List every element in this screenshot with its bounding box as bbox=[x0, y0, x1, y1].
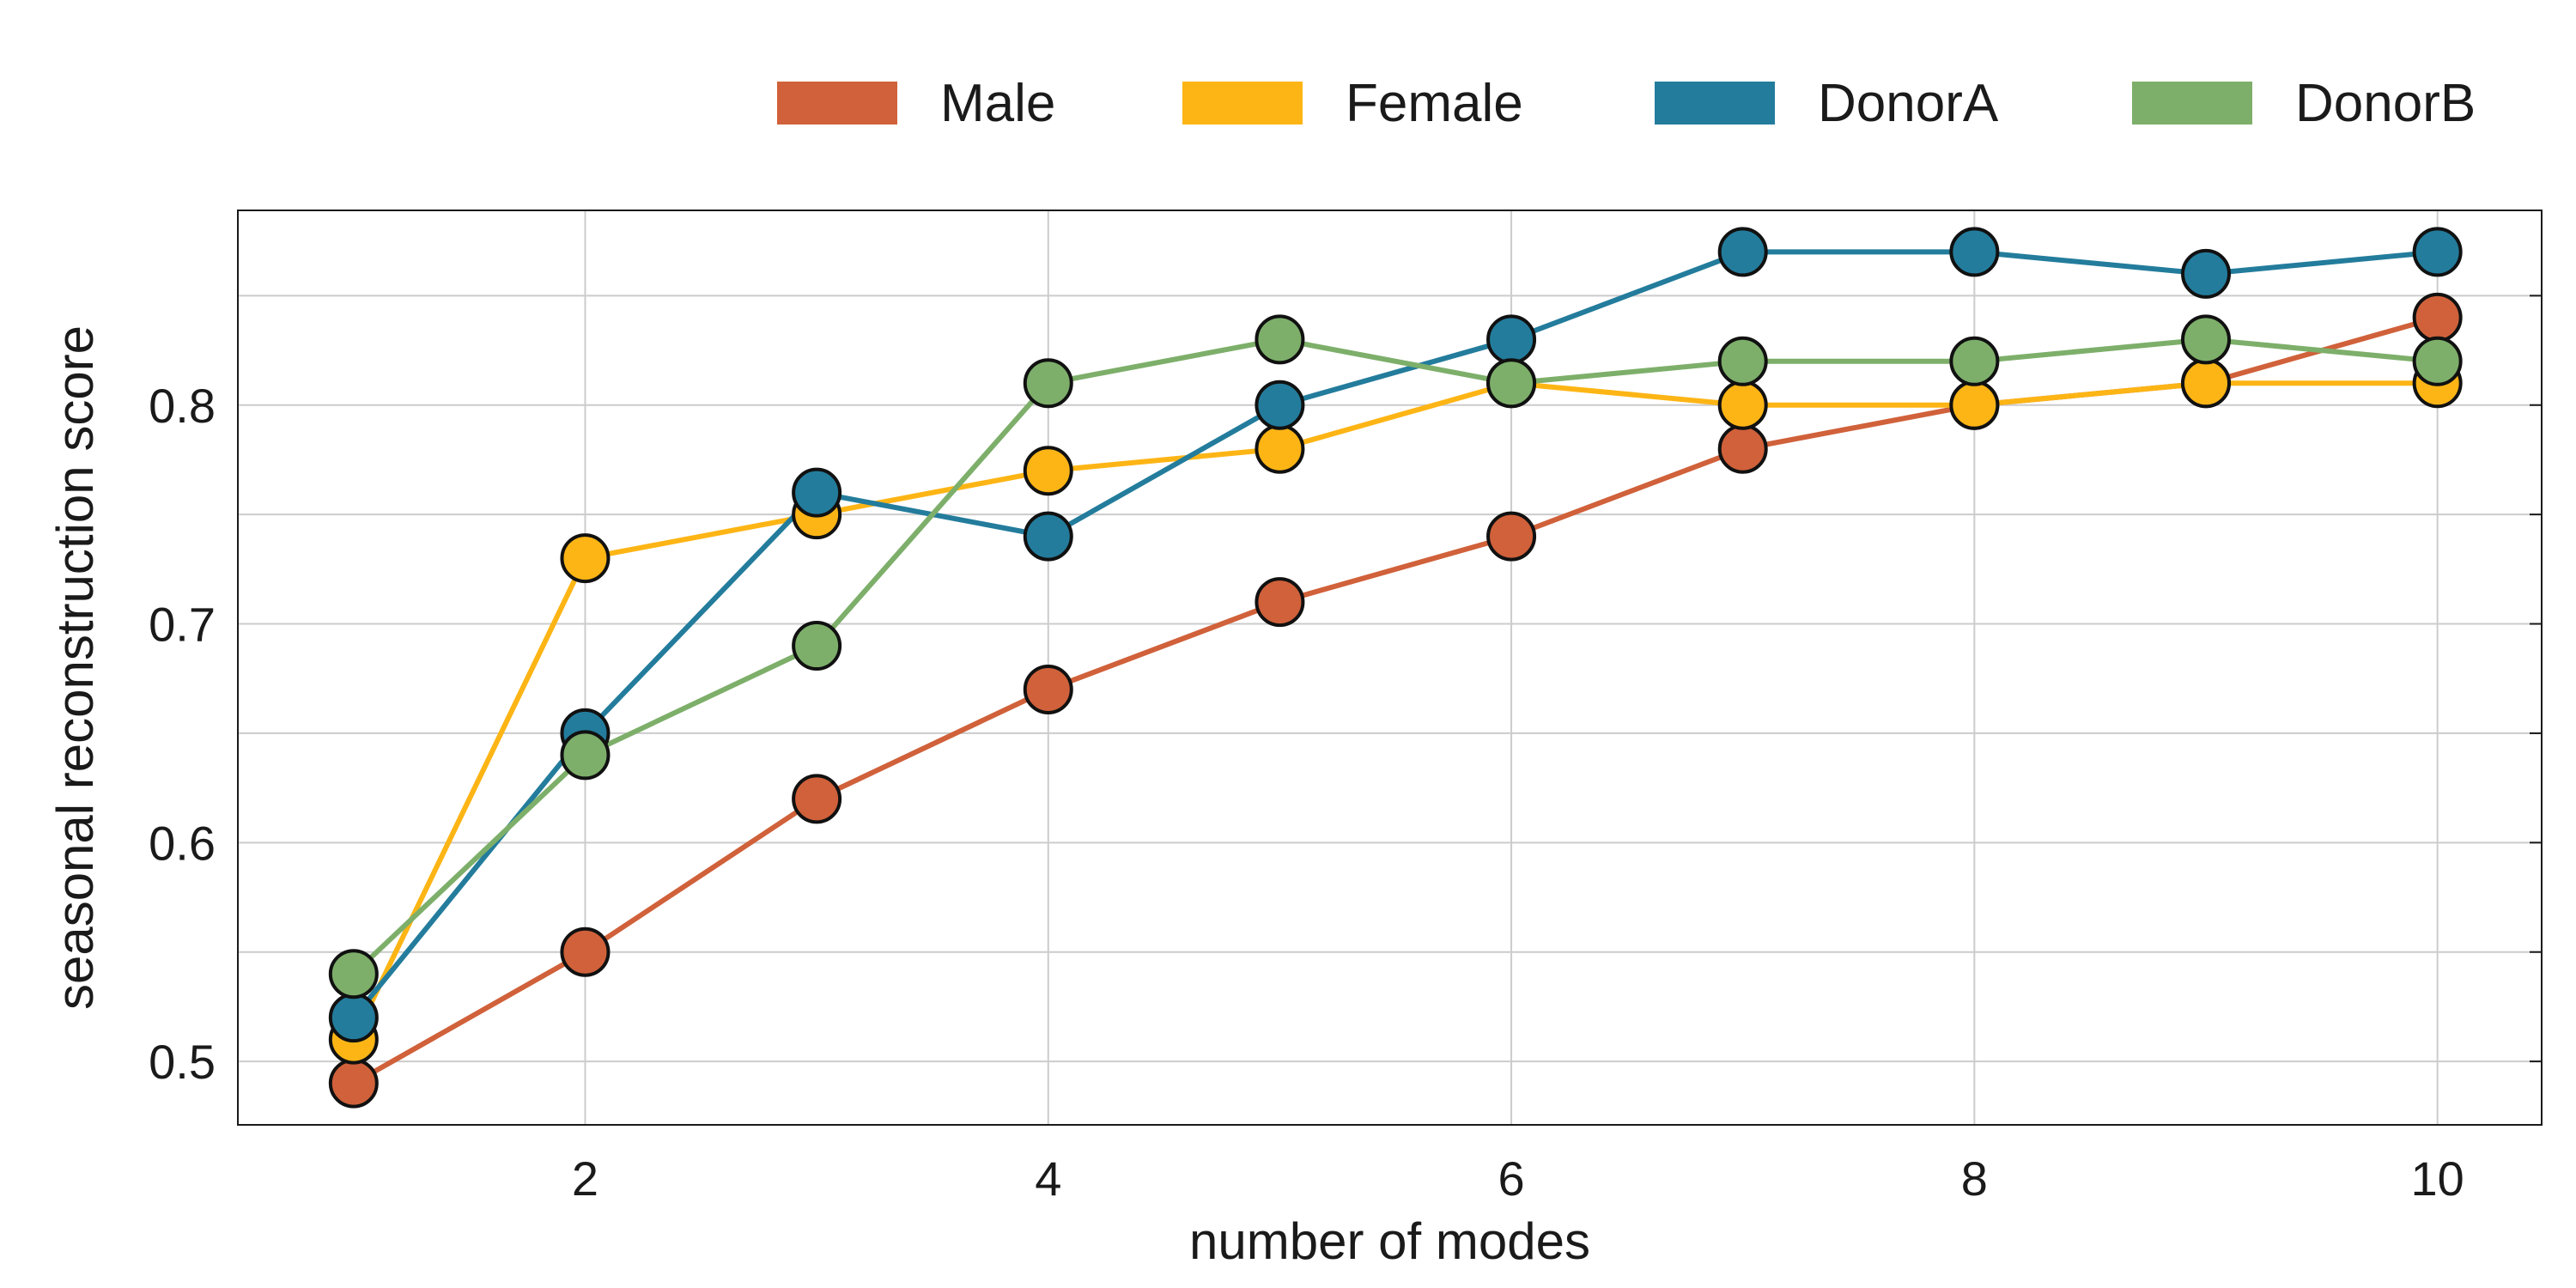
data-point-donorb bbox=[1023, 358, 1073, 409]
data-point-donora bbox=[328, 993, 379, 1043]
data-point-donorb bbox=[1717, 336, 1768, 386]
data-point-female bbox=[1717, 380, 1768, 430]
series-line-female bbox=[351, 380, 2438, 1041]
legend-swatch-donora bbox=[1655, 82, 1775, 125]
y-tick-label: 0.8 bbox=[149, 379, 216, 433]
y-axis-ticks: 0.5 0.6 0.7 0.8 bbox=[149, 295, 2542, 1089]
data-point-female bbox=[1949, 380, 2000, 430]
y-tick-label: 0.7 bbox=[149, 598, 216, 652]
data-point-male bbox=[1717, 423, 1768, 474]
legend-swatch-male bbox=[777, 82, 897, 125]
x-axis-ticks: 2 4 6 8 10 bbox=[572, 1151, 2464, 1206]
series-layer bbox=[328, 227, 2463, 1109]
data-point-male bbox=[1023, 664, 1073, 714]
series-line-donorb bbox=[351, 337, 2438, 976]
data-point-donorb bbox=[2412, 336, 2463, 386]
data-point-donora bbox=[792, 467, 842, 518]
data-point-donora bbox=[1717, 227, 1768, 277]
legend-label-donorb: DonorB bbox=[2295, 74, 2476, 133]
data-point-donorb bbox=[792, 621, 842, 671]
data-point-donorb bbox=[1486, 358, 1537, 409]
data-point-female bbox=[1023, 446, 1073, 496]
data-point-male bbox=[2412, 292, 2463, 343]
series-line-male bbox=[352, 314, 2439, 1086]
legend-label-male: Male bbox=[940, 74, 1055, 133]
data-point-female bbox=[560, 533, 611, 584]
data-point-donora bbox=[1949, 227, 2000, 277]
legend-swatch-female bbox=[1182, 82, 1303, 125]
data-point-male bbox=[1486, 511, 1537, 562]
data-point-male bbox=[560, 927, 611, 977]
data-point-male bbox=[1255, 577, 1305, 628]
y-tick-label: 0.5 bbox=[149, 1035, 216, 1089]
x-tick-label: 10 bbox=[2411, 1151, 2464, 1206]
data-point-donorb bbox=[1255, 314, 1305, 365]
legend-label-donora: DonorA bbox=[1818, 74, 1999, 133]
data-point-female bbox=[1255, 423, 1305, 474]
series-line-donora bbox=[351, 249, 2438, 1020]
legend: Male Female DonorA DonorB bbox=[777, 74, 2476, 133]
data-point-female bbox=[2181, 358, 2232, 409]
grid-lines bbox=[238, 210, 2542, 1125]
data-point-male bbox=[328, 1058, 379, 1109]
data-point-donora bbox=[1255, 380, 1305, 430]
x-tick-label: 8 bbox=[1961, 1151, 1988, 1206]
data-point-donorb bbox=[2181, 314, 2232, 365]
data-point-donorb bbox=[1949, 336, 2000, 386]
legend-swatch-donorb bbox=[2132, 82, 2252, 125]
data-point-donora bbox=[2181, 248, 2232, 299]
data-point-donora bbox=[2412, 227, 2463, 277]
plot-frame bbox=[237, 210, 2543, 1126]
y-tick-label: 0.6 bbox=[149, 816, 216, 870]
legend-label-female: Female bbox=[1346, 74, 1523, 133]
x-tick-label: 2 bbox=[572, 1151, 598, 1206]
data-point-male bbox=[792, 774, 842, 824]
x-axis-title: number of modes bbox=[1189, 1212, 1590, 1270]
x-tick-label: 4 bbox=[1035, 1151, 1061, 1206]
data-point-donorb bbox=[560, 730, 611, 781]
y-axis-title: seasonal reconstruction score bbox=[46, 325, 104, 1010]
data-point-donora bbox=[1023, 511, 1073, 562]
data-point-donora bbox=[1486, 314, 1537, 365]
x-tick-label: 6 bbox=[1498, 1151, 1524, 1206]
data-point-donorb bbox=[328, 949, 379, 999]
